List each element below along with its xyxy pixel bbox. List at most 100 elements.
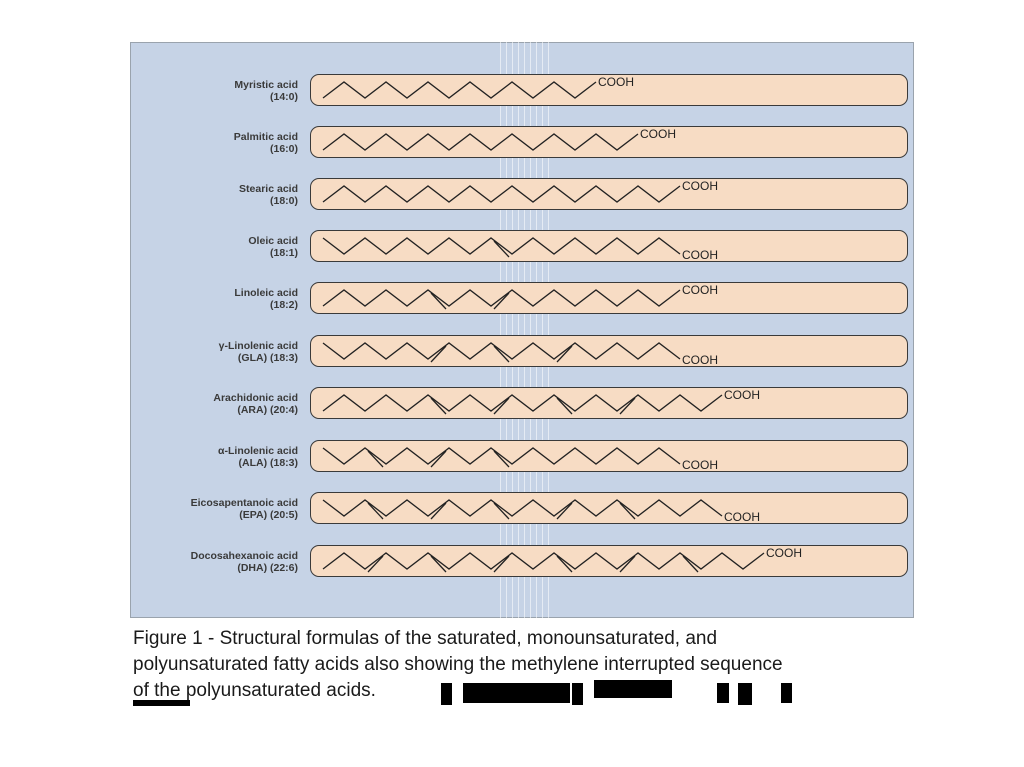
- double-bond: [556, 345, 573, 363]
- acid-label: Myristic acid (14:0): [130, 65, 298, 117]
- caption-line-3: of the polyunsaturated acids.: [133, 680, 376, 701]
- acid-name: Docosahexanoic acid: [190, 550, 298, 562]
- caption-line-2: polyunsaturated fatty acids also showing…: [133, 654, 783, 675]
- carbon-chain: COOH: [322, 342, 718, 365]
- double-bond: [430, 502, 447, 520]
- double-bond: [556, 555, 573, 573]
- chain-bonds: [322, 394, 723, 412]
- fatty-acid-row: Stearic acid (18:0) COOH: [130, 169, 914, 221]
- acid-name: Linoleic acid: [234, 287, 298, 299]
- acid-label: Palmitic acid (16:0): [130, 117, 298, 169]
- carbon-chain: COOH: [322, 447, 718, 470]
- double-bond: [619, 502, 636, 520]
- double-bond: [430, 292, 447, 310]
- redaction-bar: [594, 680, 672, 698]
- acid-label: Oleic acid (18:1): [130, 221, 298, 273]
- double-bond: [430, 555, 447, 573]
- figure-caption: Figure 1 - Structural formulas of the sa…: [133, 626, 911, 704]
- carboxyl-group: COOH: [682, 283, 718, 297]
- structure-box: COOH: [310, 126, 908, 158]
- acid-name: Myristic acid: [234, 79, 298, 91]
- structure-box: COOH: [310, 282, 908, 314]
- structure-box: COOH: [310, 492, 908, 524]
- acid-notation: (GLA) (18:3): [237, 352, 298, 364]
- acid-label: Arachidonic acid (ARA) (20:4): [130, 378, 298, 430]
- redaction-bar: [738, 683, 752, 705]
- double-bond: [619, 555, 636, 573]
- fatty-acid-row: Arachidonic acid (ARA) (20:4) COOH: [130, 378, 914, 430]
- double-bond: [430, 345, 447, 363]
- acid-label: Linoleic acid (18:2): [130, 273, 298, 325]
- redaction-bar: [133, 700, 190, 706]
- chain-bonds: [322, 81, 597, 99]
- carbon-chain: COOH: [322, 388, 760, 415]
- chain-bonds: [322, 552, 765, 570]
- fatty-acid-row: Eicosapentanoic acid (EPA) (20:5) COOH: [130, 483, 914, 535]
- structure-box: COOH: [310, 440, 908, 472]
- acid-label: Stearic acid (18:0): [130, 169, 298, 221]
- acid-notation: (ALA) (18:3): [238, 457, 299, 469]
- carboxyl-group: COOH: [682, 248, 718, 260]
- fatty-acid-row: Linoleic acid (18:2) COOH: [130, 273, 914, 325]
- acid-notation: (18:1): [269, 247, 298, 259]
- carbon-chain: COOH: [322, 546, 802, 573]
- acid-notation: (DHA) (22:6): [237, 562, 298, 574]
- double-bond: [493, 292, 510, 310]
- carboxyl-group: COOH: [640, 127, 676, 141]
- chain-bonds: [322, 237, 681, 255]
- acid-name: α-Linolenic acid: [218, 445, 298, 457]
- carboxyl-group: COOH: [682, 179, 718, 193]
- double-bond: [430, 450, 447, 468]
- carbon-chain: COOH: [322, 127, 676, 151]
- acid-notation: (16:0): [269, 143, 298, 155]
- fatty-acid-row: Palmitic acid (16:0) COOH: [130, 117, 914, 169]
- carboxyl-group: COOH: [598, 75, 634, 89]
- fatty-acid-row: Oleic acid (18:1) COOH: [130, 221, 914, 273]
- structure-box: COOH: [310, 230, 908, 262]
- acid-name: Arachidonic acid: [213, 392, 298, 404]
- redaction-bar: [781, 683, 792, 703]
- acid-label: α-Linolenic acid (ALA) (18:3): [130, 431, 298, 483]
- fatty-acid-row: α-Linolenic acid (ALA) (18:3) COOH: [130, 431, 914, 483]
- acid-notation: (18:0): [269, 195, 298, 207]
- double-bond: [367, 502, 384, 520]
- chain-bonds: [322, 133, 639, 151]
- double-bond: [556, 397, 573, 415]
- carbon-chain: COOH: [322, 499, 760, 522]
- acid-name: Oleic acid: [248, 235, 298, 247]
- carboxyl-group: COOH: [724, 388, 760, 402]
- double-bond: [367, 555, 384, 573]
- acid-label: γ-Linolenic acid (GLA) (18:3): [130, 326, 298, 378]
- double-bond: [493, 240, 510, 258]
- double-bond: [556, 502, 573, 520]
- chain-bonds: [322, 499, 723, 517]
- double-bond: [493, 555, 510, 573]
- double-bond: [430, 397, 447, 415]
- acid-notation: (14:0): [269, 91, 298, 103]
- fatty-acid-row: Myristic acid (14:0) COOH: [130, 65, 914, 117]
- double-bond: [619, 397, 636, 415]
- acid-notation: (18:2): [269, 299, 298, 311]
- redaction-bar: [463, 683, 570, 703]
- carbon-chain: COOH: [322, 75, 634, 99]
- acid-notation: (ARA) (20:4): [237, 404, 298, 416]
- double-bond: [493, 345, 510, 363]
- fatty-acid-row: γ-Linolenic acid (GLA) (18:3) COOH: [130, 326, 914, 378]
- carbon-chain: COOH: [322, 283, 718, 310]
- double-bond: [493, 450, 510, 468]
- chain-bonds: [322, 342, 681, 360]
- structure-box: COOH: [310, 74, 908, 106]
- chain-bonds: [322, 447, 681, 465]
- redaction-bar: [572, 683, 583, 705]
- double-bond: [493, 397, 510, 415]
- chain-bonds: [322, 289, 681, 307]
- structure-box: COOH: [310, 545, 908, 577]
- acid-label: Docosahexanoic acid (DHA) (22:6): [130, 536, 298, 588]
- carboxyl-group: COOH: [724, 510, 760, 522]
- double-bond: [493, 502, 510, 520]
- acid-label: Eicosapentanoic acid (EPA) (20:5): [130, 483, 298, 535]
- carbon-chain: COOH: [322, 237, 718, 260]
- carboxyl-group: COOH: [682, 458, 718, 470]
- carboxyl-group: COOH: [766, 546, 802, 560]
- carbon-chain: COOH: [322, 179, 718, 203]
